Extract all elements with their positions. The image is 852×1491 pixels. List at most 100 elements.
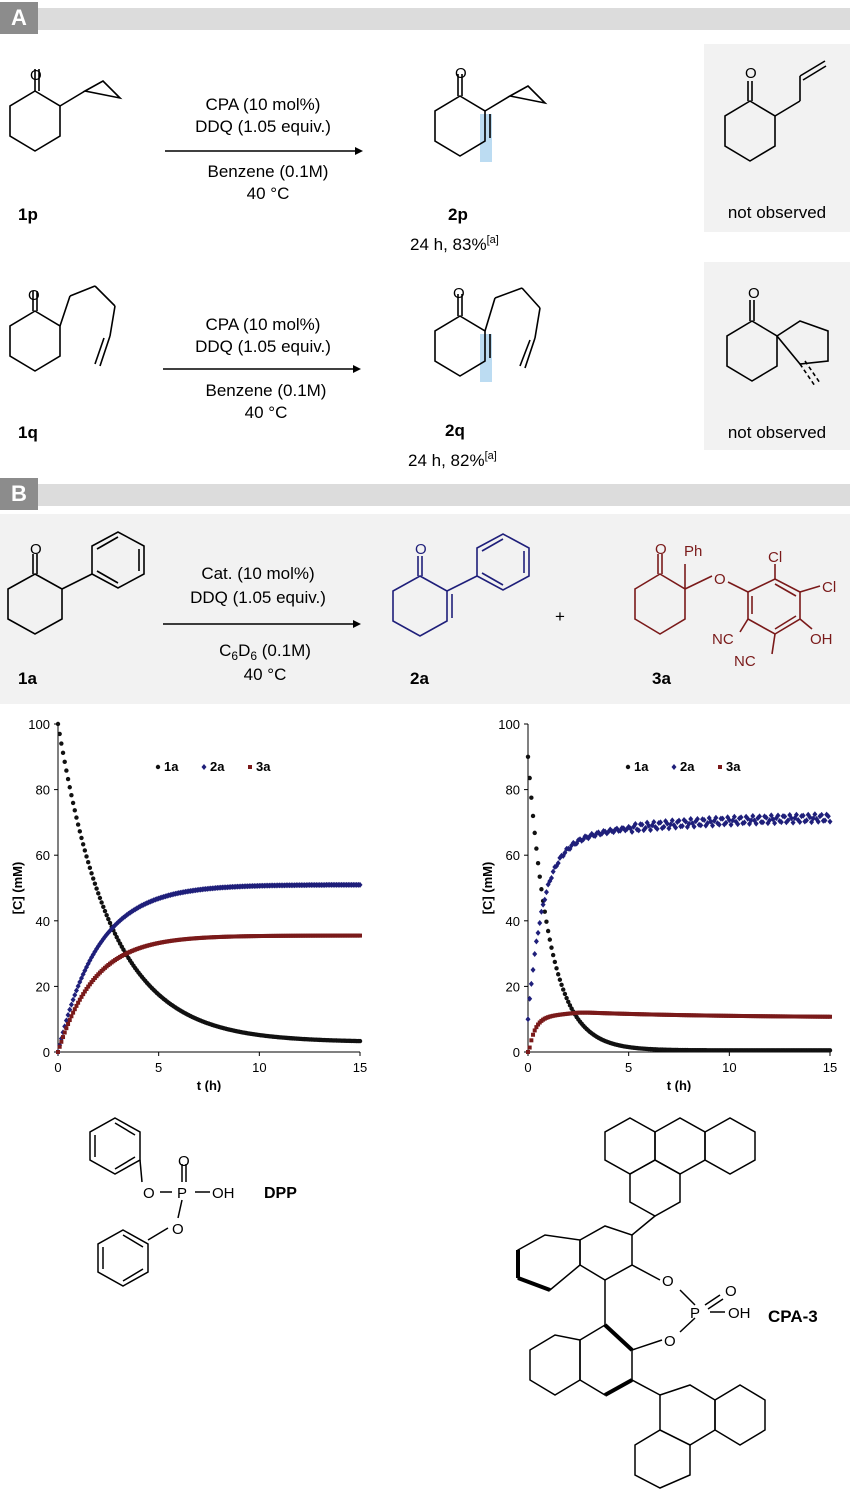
section-b-label: B <box>0 478 38 510</box>
series-1a <box>525 754 833 1053</box>
data-point <box>542 896 548 903</box>
data-point <box>89 980 94 985</box>
series-2a <box>55 881 363 1055</box>
data-point <box>728 821 734 828</box>
data-point <box>109 925 115 932</box>
data-point <box>82 989 87 994</box>
data-point <box>698 822 704 829</box>
product-2q-structure <box>434 287 541 377</box>
atom-cl: Cl <box>822 579 836 596</box>
atom-nc: NC <box>734 653 756 670</box>
data-point <box>800 812 806 819</box>
data-point <box>80 842 86 847</box>
data-point <box>542 909 547 914</box>
data-point <box>82 848 88 853</box>
data-point <box>639 821 645 828</box>
legend-item-1a: 1a <box>155 759 179 774</box>
catalyst-structures: O P O OH O DPP O P <box>89 1117 818 1489</box>
data-point <box>61 1035 66 1040</box>
data-point <box>529 795 534 800</box>
data-point <box>84 986 89 991</box>
side-product-3a-label: 3a <box>652 669 671 688</box>
legend-marker <box>671 764 677 770</box>
data-point <box>527 1045 532 1050</box>
y-tick-label: 100 <box>28 717 50 732</box>
data-point <box>688 816 694 823</box>
data-point <box>535 929 541 936</box>
data-point <box>550 868 556 875</box>
data-point <box>711 817 717 824</box>
data-point <box>627 825 633 832</box>
data-point <box>669 817 675 824</box>
data-point <box>532 950 538 957</box>
data-point <box>357 881 363 888</box>
atom-o: O <box>655 541 667 558</box>
product-2a-label: 2a <box>410 669 429 688</box>
data-point <box>564 995 569 1001</box>
product-2q-label: 2q <box>445 421 465 440</box>
data-point <box>86 860 91 865</box>
data-point <box>778 819 784 826</box>
data-point <box>741 819 747 826</box>
data-point <box>94 886 99 891</box>
data-point <box>810 815 816 822</box>
b-cond-4: 40 °C <box>244 665 287 684</box>
data-point <box>793 811 799 818</box>
data-point <box>753 820 759 827</box>
data-point <box>527 775 532 781</box>
data-point <box>559 982 564 988</box>
data-point <box>67 1018 72 1023</box>
data-point <box>538 908 544 915</box>
data-point <box>99 900 104 905</box>
atom-o: O <box>172 1221 184 1238</box>
y-tick-label: 20 <box>506 979 520 994</box>
y-tick-label: 40 <box>506 914 520 929</box>
data-point <box>106 916 111 922</box>
atom-o: O <box>178 1153 190 1170</box>
r2-cond-4: 40 °C <box>245 403 288 422</box>
data-point <box>66 1022 71 1027</box>
cpa3-label: CPA-3 <box>768 1307 818 1326</box>
data-point <box>731 813 737 820</box>
plus-sign: + <box>555 607 565 626</box>
data-point <box>691 823 697 830</box>
data-point <box>609 828 615 835</box>
data-point <box>101 904 106 910</box>
data-point <box>673 824 679 831</box>
data-point <box>827 818 833 825</box>
data-point <box>686 820 692 827</box>
atom-oh: OH <box>728 1305 751 1322</box>
data-point <box>358 933 362 938</box>
atom-o: O <box>745 65 757 82</box>
not-observed-label-1: not observed <box>728 203 826 222</box>
data-point <box>79 835 84 841</box>
reactant-1a-label: 1a <box>18 669 37 688</box>
data-point <box>531 1032 536 1037</box>
y-tick-label: 0 <box>43 1045 50 1060</box>
data-point <box>69 793 74 798</box>
data-point <box>87 982 92 987</box>
atom-o: O <box>30 541 42 558</box>
data-point <box>819 811 825 818</box>
data-point <box>825 813 831 820</box>
data-point <box>666 825 672 832</box>
not-observed-structure-1 <box>724 60 827 162</box>
y-tick-label: 20 <box>36 979 50 994</box>
data-point <box>534 1025 539 1030</box>
data-point <box>540 901 546 908</box>
data-point <box>706 815 712 822</box>
data-point <box>57 731 62 737</box>
data-point <box>67 1006 73 1013</box>
r1-yield: 24 h, 83%[a] <box>410 234 499 254</box>
data-point <box>632 821 638 828</box>
data-point <box>528 980 534 987</box>
r2-cond-2: DDQ (1.05 equiv.) <box>195 337 331 356</box>
b-cond-2: DDQ (1.05 equiv.) <box>190 588 326 607</box>
data-point <box>710 822 716 829</box>
data-point <box>595 829 601 836</box>
data-point <box>75 983 81 990</box>
data-point <box>77 997 82 1002</box>
data-point <box>107 920 113 926</box>
data-point <box>790 819 796 826</box>
data-point <box>67 785 72 790</box>
